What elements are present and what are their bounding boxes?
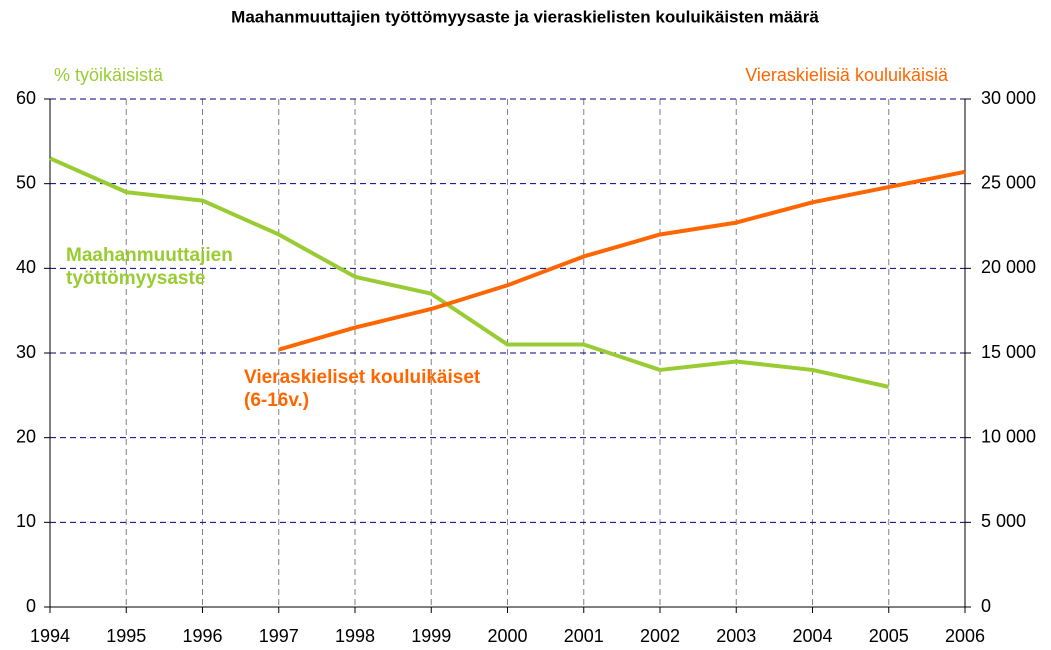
y-axis-label: % työikäisistä: [54, 65, 164, 85]
x-tick-label: 2004: [792, 626, 832, 646]
x-tick-label: 1999: [411, 626, 451, 646]
y2-tick-label: 30 000: [981, 88, 1036, 108]
x-tick-label: 2006: [945, 626, 985, 646]
y2-tick-label: 15 000: [981, 342, 1036, 362]
x-tick-label: 1994: [30, 626, 70, 646]
series-label: Maahanmuuttajien työttömyysaste: [66, 245, 233, 289]
y-tick-label: 40: [16, 257, 36, 277]
x-tick-label: 1997: [259, 626, 299, 646]
x-tick-label: 2002: [640, 626, 680, 646]
x-tick-label: 1996: [182, 626, 222, 646]
x-tick-label: 2005: [869, 626, 909, 646]
y-tick-label: 50: [16, 172, 36, 192]
series-label: Vieraskieliset kouluikäiset (6-16v.): [244, 367, 481, 411]
series-line: [278, 169, 966, 352]
x-tick-label: 2000: [487, 626, 527, 646]
y2-axis-label: Vieraskielisiä kouluikäisiä: [745, 65, 949, 85]
y2-tick-label: 5 000: [981, 511, 1026, 531]
x-tick-label: 1998: [335, 626, 375, 646]
y-tick-label: 60: [16, 88, 36, 108]
chart-title: Maahanmuuttajien työttömyysaste ja viera…: [231, 7, 819, 26]
x-tick-label: 2001: [564, 626, 604, 646]
y-tick-label: 10: [16, 511, 36, 531]
y2-tick-label: 0: [981, 596, 991, 616]
y-tick-label: 30: [16, 342, 36, 362]
x-tick-label: 2003: [716, 626, 756, 646]
x-tick-label: 1995: [106, 626, 146, 646]
y-tick-label: 20: [16, 426, 36, 446]
y2-tick-label: 20 000: [981, 257, 1036, 277]
y-tick-label: 0: [26, 596, 36, 616]
series-line: [49, 156, 890, 389]
y2-tick-label: 10 000: [981, 426, 1036, 446]
y2-tick-label: 25 000: [981, 172, 1036, 192]
